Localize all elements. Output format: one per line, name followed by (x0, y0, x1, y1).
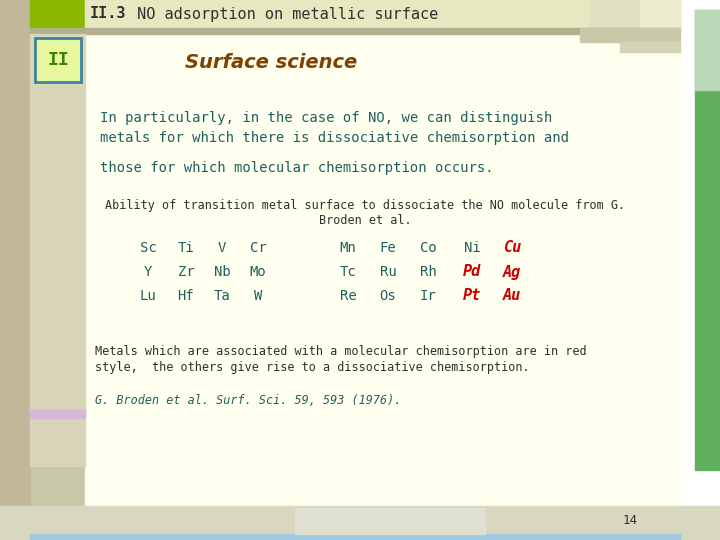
Text: Ru: Ru (379, 265, 397, 279)
Text: W: W (254, 289, 262, 303)
Text: Au: Au (503, 288, 521, 303)
Text: Ni: Ni (464, 241, 480, 255)
Text: Zr: Zr (178, 265, 194, 279)
Text: V: V (218, 241, 226, 255)
Text: Broden et al.: Broden et al. (319, 213, 411, 226)
FancyBboxPatch shape (35, 38, 81, 82)
Bar (30, 410, 85, 418)
Text: Ability of transition metal surface to dissociate the NO molecule from G.: Ability of transition metal surface to d… (105, 199, 625, 212)
Text: Y: Y (144, 265, 152, 279)
Bar (695, 10, 720, 90)
Text: 14: 14 (623, 515, 637, 528)
Bar (295, 508, 485, 534)
Text: Sc: Sc (140, 241, 156, 255)
Bar (30, 28, 680, 34)
Bar (85, 34, 680, 506)
Text: Ti: Ti (178, 241, 194, 255)
Text: Hf: Hf (178, 289, 194, 303)
Bar (30, 0, 85, 28)
Text: Mo: Mo (250, 265, 266, 279)
Text: Re: Re (340, 289, 356, 303)
Bar (695, 10, 720, 470)
Bar (30, 534, 680, 540)
Text: II: II (47, 51, 69, 69)
Text: Ag: Ag (503, 265, 521, 280)
Bar (580, 28, 680, 42)
Bar (35, 38, 81, 82)
Text: Co: Co (420, 241, 436, 255)
Text: In particularly, in the case of NO, we can distinguish: In particularly, in the case of NO, we c… (100, 111, 552, 125)
Text: Mn: Mn (340, 241, 356, 255)
Text: Ta: Ta (214, 289, 230, 303)
Bar (85, 0, 680, 28)
Bar (30, 86, 85, 466)
Text: Surface science: Surface science (185, 52, 357, 71)
Text: metals for which there is dissociative chemisorption and: metals for which there is dissociative c… (100, 131, 569, 145)
Text: Pt: Pt (463, 288, 481, 303)
Text: Cu: Cu (503, 240, 521, 255)
Text: Fe: Fe (379, 241, 397, 255)
Text: those for which molecular chemisorption occurs.: those for which molecular chemisorption … (100, 161, 494, 175)
Text: Tc: Tc (340, 265, 356, 279)
Text: Nb: Nb (214, 265, 230, 279)
Text: NO adsorption on metallic surface: NO adsorption on metallic surface (128, 6, 438, 22)
Bar (0, 0, 30, 540)
Text: Cr: Cr (250, 241, 266, 255)
Text: Rh: Rh (420, 265, 436, 279)
Text: G. Broden et al. Surf. Sci. 59, 593 (1976).: G. Broden et al. Surf. Sci. 59, 593 (197… (95, 394, 401, 407)
Text: Metals which are associated with a molecular chemisorption are in red: Metals which are associated with a molec… (95, 346, 587, 359)
Text: II.3: II.3 (90, 6, 127, 22)
Text: Ir: Ir (420, 289, 436, 303)
Text: style,  the others give rise to a dissociative chemisorption.: style, the others give rise to a dissoci… (95, 361, 530, 375)
Text: Os: Os (379, 289, 397, 303)
Text: Lu: Lu (140, 289, 156, 303)
Bar (680, 0, 720, 540)
Text: Pd: Pd (463, 265, 481, 280)
Bar (620, 42, 680, 52)
Bar (30, 34, 85, 86)
Bar (0, 506, 720, 540)
Bar (640, 0, 680, 28)
Bar (590, 0, 680, 28)
